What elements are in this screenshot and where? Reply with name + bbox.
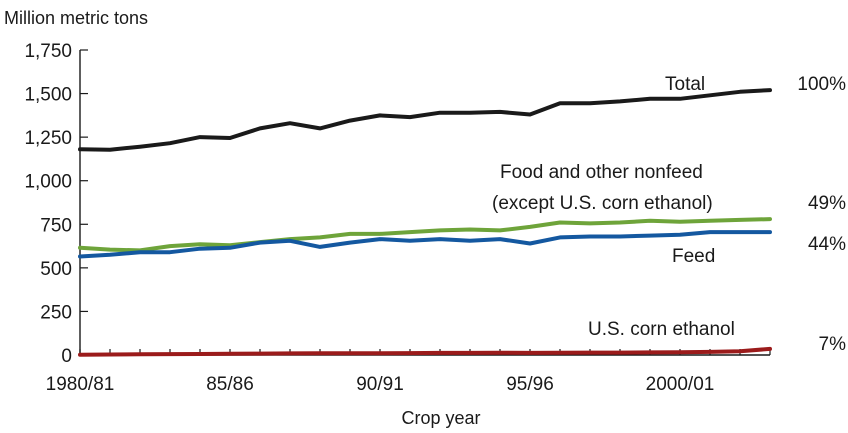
y-tick-label: 1,250 <box>24 128 72 149</box>
series-label-1-line-0: Food and other nonfeed <box>500 162 703 183</box>
x-tick-label: 95/96 <box>506 374 554 395</box>
y-tick-label: 1,000 <box>24 172 72 193</box>
series-line-0 <box>78 88 772 152</box>
series-line-1 <box>78 217 772 253</box>
x-axis: 1980/81 85/86 90/91 95/96 2000/01 <box>46 349 771 395</box>
series-label-0: Total <box>665 74 705 95</box>
y-tick-label: 500 <box>40 259 72 280</box>
x-tick-label: 90/91 <box>356 374 404 395</box>
series-share-2: 44% <box>808 234 846 255</box>
y-tick-label: 750 <box>40 215 72 236</box>
y-axis-title: Million metric tons <box>4 8 148 28</box>
y-tick-label: 0 <box>61 346 72 367</box>
series-share-3: 7% <box>819 334 847 355</box>
x-tick-label: 2000/01 <box>646 374 715 395</box>
x-tick-label: 1980/81 <box>46 374 115 395</box>
series-line-3 <box>78 346 772 357</box>
y-tick-label: 1,750 <box>24 41 72 62</box>
x-axis-title: Crop year <box>401 408 480 428</box>
series-share-0: 100% <box>797 74 846 95</box>
x-tick-label: 85/86 <box>206 374 254 395</box>
series-label-1-line-1: (except U.S. corn ethanol) <box>492 193 713 214</box>
y-tick-label: 250 <box>40 302 72 323</box>
series-label-2: Feed <box>672 246 715 267</box>
series-lines <box>78 88 772 357</box>
series-labels: Total 100% Food and other nonfeed (except U… <box>492 74 846 355</box>
y-axis: 0 250 500 750 1,000 1,250 1,500 1,750 <box>24 41 88 367</box>
series-label-3: U.S. corn ethanol <box>588 319 735 340</box>
series-line-2 <box>78 230 772 259</box>
series-share-1: 49% <box>808 193 846 214</box>
y-tick-label: 1,500 <box>24 85 72 106</box>
